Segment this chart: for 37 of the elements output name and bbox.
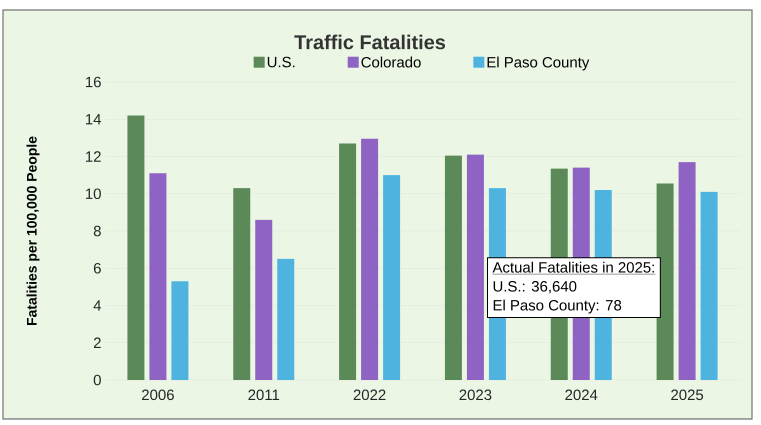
- bar: [255, 220, 272, 380]
- legend-label: Colorado: [361, 56, 421, 68]
- legend-label: U.S.: [268, 56, 294, 68]
- bar: [466, 154, 484, 380]
- y-tick-label: 4: [94, 300, 102, 311]
- y-tick-label: 10: [86, 188, 101, 200]
- y-tick-label: 6: [94, 262, 101, 274]
- x-tick-label: 2022: [354, 390, 386, 400]
- x-tick-label: 2011: [248, 390, 280, 400]
- y-tick-label: 14: [86, 114, 102, 124]
- annotation: Actual Fatalities in 2025:: [492, 262, 654, 273]
- bar: [678, 162, 696, 380]
- y-tick-label: 2: [94, 338, 101, 348]
- bar: [383, 175, 400, 380]
- x-tick-label: 2006: [142, 390, 174, 400]
- bar: [233, 188, 250, 380]
- y-tick-label: 12: [86, 151, 101, 162]
- annotation: U.S.: 36,640: [494, 281, 576, 294]
- chart-title: Traffic Fatalities: [294, 34, 446, 50]
- bar: [171, 281, 188, 380]
- bar: [127, 116, 144, 380]
- legend-label: El Paso County: [488, 56, 590, 70]
- y-axis-title: Fatalities per 100,000 People: [26, 136, 40, 326]
- annotation: El Paso County: 78: [494, 300, 622, 314]
- bar: [339, 143, 356, 380]
- x-tick-label: 2025: [671, 390, 704, 400]
- y-tick-label: 8: [94, 226, 101, 236]
- y-tick-label: 0: [94, 374, 101, 386]
- bar: [361, 138, 378, 380]
- x-tick-label: 2023: [460, 390, 492, 400]
- bar: [149, 173, 166, 380]
- bar: [277, 258, 294, 380]
- bar: [444, 156, 462, 380]
- bar: [700, 192, 718, 380]
- bar: [656, 184, 674, 380]
- y-tick-label: 16: [86, 76, 101, 88]
- x-tick-label: 2024: [565, 390, 598, 400]
